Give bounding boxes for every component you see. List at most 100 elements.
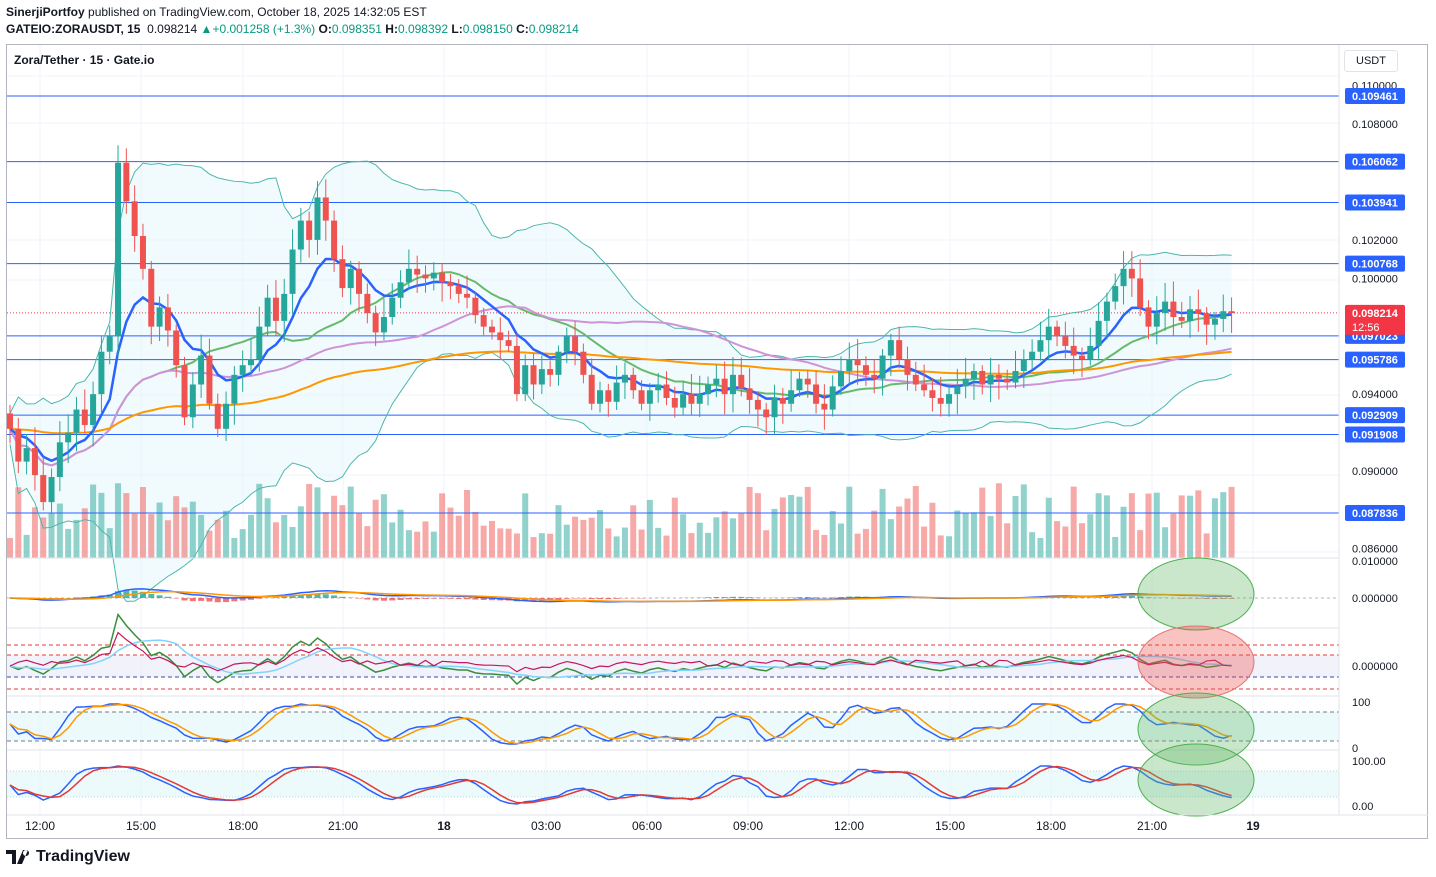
candle-body [247,359,254,366]
symbol-label: GATEIO:ZORAUSDT, 15 [6,22,141,36]
time-tick-label: 09:00 [733,819,763,833]
publish-info: SinerjiPortfoy published on TradingView.… [6,5,427,19]
volume-bar [1054,521,1061,558]
candle-body [1004,378,1011,383]
candle-body [164,307,171,331]
macd-histogram-bar [247,598,254,600]
currency-button[interactable]: USDT [1344,50,1398,72]
macd-histogram-bar [439,598,446,599]
volume-bar [505,528,512,558]
candle-body [264,297,271,327]
candle-body [65,432,72,443]
candle-body [73,409,80,433]
volume-bar [721,511,728,558]
volume-bar [572,516,579,558]
macd-histogram-bar [1178,598,1185,599]
volume-bar [380,494,387,558]
time-tick-label: 19 [1246,819,1260,833]
macd-histogram-bar [1195,598,1202,599]
time-tick-label: 12:00 [25,819,55,833]
low-label: L: [451,22,463,36]
author-name[interactable]: SinerjiPortfoy [6,5,85,19]
up-arrow-icon: ▲ [200,22,213,36]
macd-histogram-bar [256,598,263,599]
macd-histogram-bar [430,598,437,599]
volume-bar [522,493,529,558]
candle-body [231,374,238,404]
candle-body [879,355,886,379]
time-tick-label: 18:00 [228,819,258,833]
osc-tick-label: 0.000000 [1352,661,1398,673]
candle-body [621,374,628,383]
macd-histogram-bar [115,591,122,598]
volume-bar [1004,523,1011,558]
volume-bar [1045,497,1052,558]
candle-body [630,374,637,391]
candle-body [987,374,994,385]
chart-legend[interactable]: Zora/Tether · 15 · Gate.io [14,53,155,67]
volume-bar [962,512,969,558]
macd-histogram-bar [289,595,296,598]
volume-bar [447,507,454,558]
volume-bar [1062,526,1069,558]
time-tick-label: 12:00 [834,819,864,833]
volume-bar [779,497,786,558]
time-tick-label: 18:00 [1036,819,1066,833]
volume-bar [771,508,778,558]
volume-bar [223,510,230,558]
tradingview-logo[interactable]: TradingView [6,848,130,866]
volume-bar [646,499,653,558]
volume-bar [73,519,80,558]
price-tick-label: 0.100000 [1352,273,1398,285]
volume-bar [1178,495,1185,558]
volume-bar [613,536,620,558]
price-tick-label: 0.086000 [1352,543,1398,555]
high-value: 0.098392 [397,22,449,36]
volume-bar [979,487,986,558]
volume-bar [513,533,520,558]
volume-bar [372,499,379,558]
volume-bar [713,517,720,558]
stoch-k-line [9,765,1232,805]
macd-histogram-bar [804,597,811,598]
ema-blue-line [9,257,1232,463]
candle-body [572,336,579,352]
volume-bar [131,513,138,558]
volume-bar [605,528,612,558]
macd-histogram-bar [364,598,371,600]
macd-histogram-bar [472,598,479,600]
candle-body [563,336,570,352]
volume-bar [1145,493,1152,558]
candle-body [688,394,695,404]
macd-histogram-bar [272,597,279,598]
candle-body [970,370,977,379]
candle-body [513,345,520,395]
candle-body [314,197,321,240]
macd-histogram-bar [605,598,612,600]
candle-body [555,351,562,375]
price-tick-label: 0.090000 [1352,466,1398,478]
candle-body [123,162,130,202]
stoch-rsi-tick-label: 100 [1352,697,1370,709]
candle-body [655,384,662,391]
candle-body [946,394,953,404]
volume-bar [464,489,471,558]
candle-body [15,428,22,462]
volume-bar [331,495,338,558]
macd-histogram-bar [1128,595,1135,598]
candle-body [48,477,55,503]
level-badge-text: 0.095786 [1352,355,1398,367]
ma-purple-line [9,305,1232,467]
volume-bar [1228,486,1235,558]
volume-bar [921,526,928,558]
candle-body [1120,268,1127,287]
candle-body [40,475,47,503]
high-label: H: [385,22,398,36]
open-label: O: [318,22,332,36]
candle-body [721,378,728,395]
volume-bar [555,505,562,558]
volume-bar [264,498,271,558]
candle-body [904,359,911,375]
volume-bar [23,534,30,558]
